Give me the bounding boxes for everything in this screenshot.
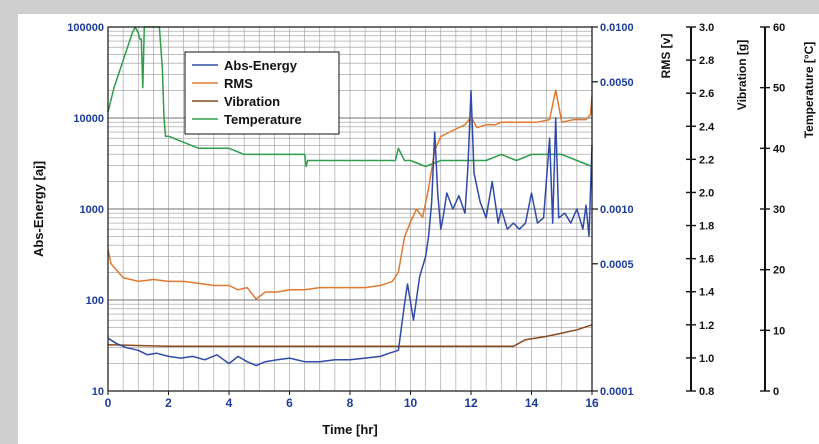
temperature-axis: 0 10 20 30 40 50 60: [760, 22, 785, 398]
series-line-temperature: [107, 26, 593, 168]
rms-tick-label: 0.0050: [600, 77, 634, 89]
series-line-vibration: [107, 324, 593, 348]
vibration-tick-label: 3.0: [699, 22, 714, 34]
abs-energy-tick-label: 100000: [67, 22, 104, 34]
vibration-tick-label: 0.8: [699, 386, 714, 398]
rms-tick-label: 0.0005: [600, 259, 634, 271]
temperature-tick-label: 40: [773, 143, 785, 155]
vibration-tick-label: 2.4: [699, 121, 715, 133]
legend-label: Temperature: [224, 112, 302, 127]
x-tick-label: 8: [347, 396, 354, 410]
legend-label: Vibration: [224, 94, 280, 109]
x-tick-label: 10: [404, 396, 418, 410]
abs-energy-tick-label: 10: [92, 386, 104, 398]
series-line-abs-energy: [107, 89, 593, 367]
x-tick-label: 14: [525, 396, 539, 410]
legend: Abs-Energy RMS Vibration Temperature: [184, 51, 340, 135]
temperature-tick-label: 30: [773, 204, 785, 216]
x-tick-label: 4: [226, 396, 233, 410]
temperature-axis-label: Temperature [°C]: [802, 42, 816, 139]
abs-energy-axis-label: Abs-Energy [aj]: [31, 161, 46, 257]
rms-tick-label: 0.0010: [600, 204, 634, 216]
rms-axis: 0.0001 0.0005 0.0010 0.0050 0.0100: [592, 22, 634, 398]
x-tick-label: 6: [286, 396, 293, 410]
series-layer: [107, 26, 593, 367]
vibration-tick-label: 2.8: [699, 55, 714, 67]
legend-label: Abs-Energy: [224, 58, 298, 73]
vibration-tick-label: 2.0: [699, 187, 714, 199]
x-tick-label: 16: [585, 396, 599, 410]
x-axis: 0 2 4 6 8 10 12 14 16: [105, 391, 599, 410]
x-tick-label: 12: [464, 396, 478, 410]
legend-label: RMS: [224, 76, 253, 91]
vibration-tick-label: 1.4: [699, 287, 715, 299]
vibration-tick-label: 1.8: [699, 221, 714, 233]
temperature-tick-label: 60: [773, 22, 785, 34]
temperature-tick-label: 20: [773, 265, 785, 277]
temperature-tick-label: 50: [773, 83, 785, 95]
abs-energy-axis: 10 100 1000 10000 100000: [67, 22, 104, 398]
vibration-axis: 0.8 1.0 1.2 1.4 1.6 1.8 2.0 2.2 2.4 2.6 2.8 3.0: [686, 22, 715, 398]
rms-tick-label: 0.0100: [600, 22, 634, 34]
series-line-rms: [107, 89, 593, 300]
vibration-tick-label: 1.6: [699, 254, 714, 266]
abs-energy-tick-label: 10000: [73, 113, 104, 125]
vibration-tick-label: 1.0: [699, 353, 714, 365]
x-tick-label: 0: [105, 396, 112, 410]
vibration-tick-label: 2.2: [699, 154, 714, 166]
abs-energy-tick-label: 1000: [80, 204, 104, 216]
vibration-axis-label: Vibration [g]: [735, 40, 749, 110]
temperature-tick-label: 0: [773, 386, 779, 398]
abs-energy-tick-label: 100: [86, 295, 104, 307]
vibration-tick-label: 2.6: [699, 88, 714, 100]
vibration-tick-label: 1.2: [699, 320, 714, 332]
rms-tick-label: 0.0001: [600, 386, 634, 398]
temperature-tick-label: 10: [773, 325, 785, 337]
x-axis-label: Time [hr]: [322, 422, 377, 437]
x-tick-label: 2: [165, 396, 172, 410]
rms-axis-label: RMS [v]: [659, 34, 673, 79]
